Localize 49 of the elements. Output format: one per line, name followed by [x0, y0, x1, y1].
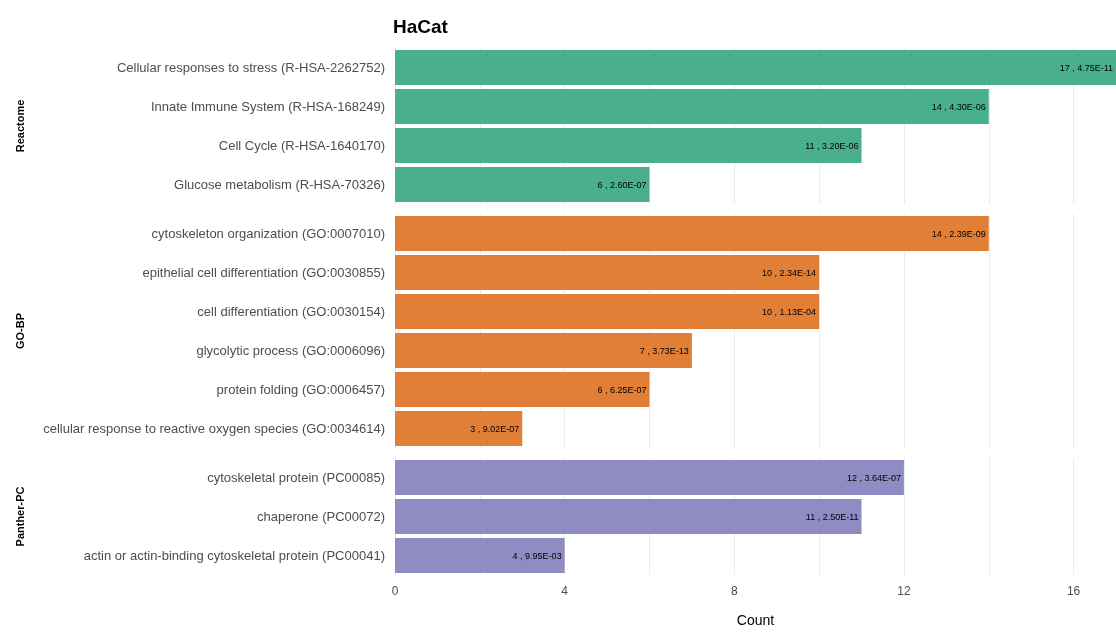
x-axis-title: Count	[736, 612, 775, 628]
y-tick-label: cell differentiation (GO:0030154)	[197, 304, 385, 319]
data-label: 3 , 9.02E-07	[470, 423, 520, 434]
x-tick-label: 16	[1066, 584, 1081, 598]
data-label: 14 , 4.30E-06	[931, 101, 986, 112]
y-tick-label: Innate Immune System (R-HSA-168249)	[150, 99, 385, 114]
y-tick-label: glycolytic process (GO:0006096)	[196, 343, 385, 358]
y-tick-label: Glucose metabolism (R-HSA-70326)	[174, 177, 385, 192]
data-label: 14 , 2.39E-09	[931, 228, 986, 239]
y-axis-title: Reactome	[13, 99, 26, 153]
data-label: 12 , 3.64E-07	[846, 472, 901, 483]
y-tick-label: cellular response to reactive oxygen species (GO:0034614)	[43, 421, 385, 436]
chart-title: HaCat	[393, 16, 449, 37]
bar	[395, 88, 989, 125]
y-tick-label: actin or actin-binding cytoskeletal protein (PC00041)	[83, 548, 385, 563]
y-tick-label: cytoskeleton organization (GO:0007010)	[151, 226, 385, 241]
data-label: 6 , 6.25E-07	[597, 384, 647, 395]
y-axis-title: GO-BP	[13, 312, 26, 350]
bar	[395, 459, 904, 496]
data-label: 11 , 2.50E-11	[805, 511, 859, 522]
data-label: 11 , 3.20E-06	[805, 140, 859, 151]
bar	[395, 166, 650, 203]
x-tick-label: 0	[391, 584, 399, 598]
y-tick-label: epithelial cell differentiation (GO:0030855)	[142, 265, 385, 280]
y-tick-label: protein folding (GO:0006457)	[216, 382, 385, 397]
data-label: 17 , 4.75E-11	[1059, 62, 1113, 73]
bar	[395, 293, 820, 330]
data-label: 6 , 2.60E-07	[597, 179, 647, 190]
bar	[395, 537, 565, 574]
y-tick-label: Cellular responses to stress (R-HSA-2262752)	[116, 60, 385, 75]
y-tick-label: Cell Cycle (R-HSA-1640170)	[218, 138, 385, 153]
bar	[395, 127, 862, 164]
x-tick-label: 4	[561, 584, 569, 598]
x-tick-label: 12	[897, 584, 911, 598]
bar	[395, 498, 862, 535]
data-label: 4 , 9.95E-03	[512, 550, 562, 561]
bar	[395, 371, 650, 408]
bar	[395, 49, 1116, 86]
bar	[395, 410, 523, 447]
data-label: 10 , 2.34E-14	[762, 267, 817, 278]
data-label: 10 , 1.13E-04	[762, 306, 817, 317]
x-tick-label: 8	[730, 584, 738, 598]
y-axis-title: Panther-PC	[13, 486, 26, 547]
bar	[395, 332, 692, 369]
y-tick-label: cytoskeletal protein (PC00085)	[207, 470, 385, 485]
bar	[395, 254, 820, 291]
data-label: 7 , 3.73E-13	[639, 345, 689, 356]
y-tick-label: chaperone (PC00072)	[257, 509, 385, 524]
bar	[395, 215, 989, 252]
